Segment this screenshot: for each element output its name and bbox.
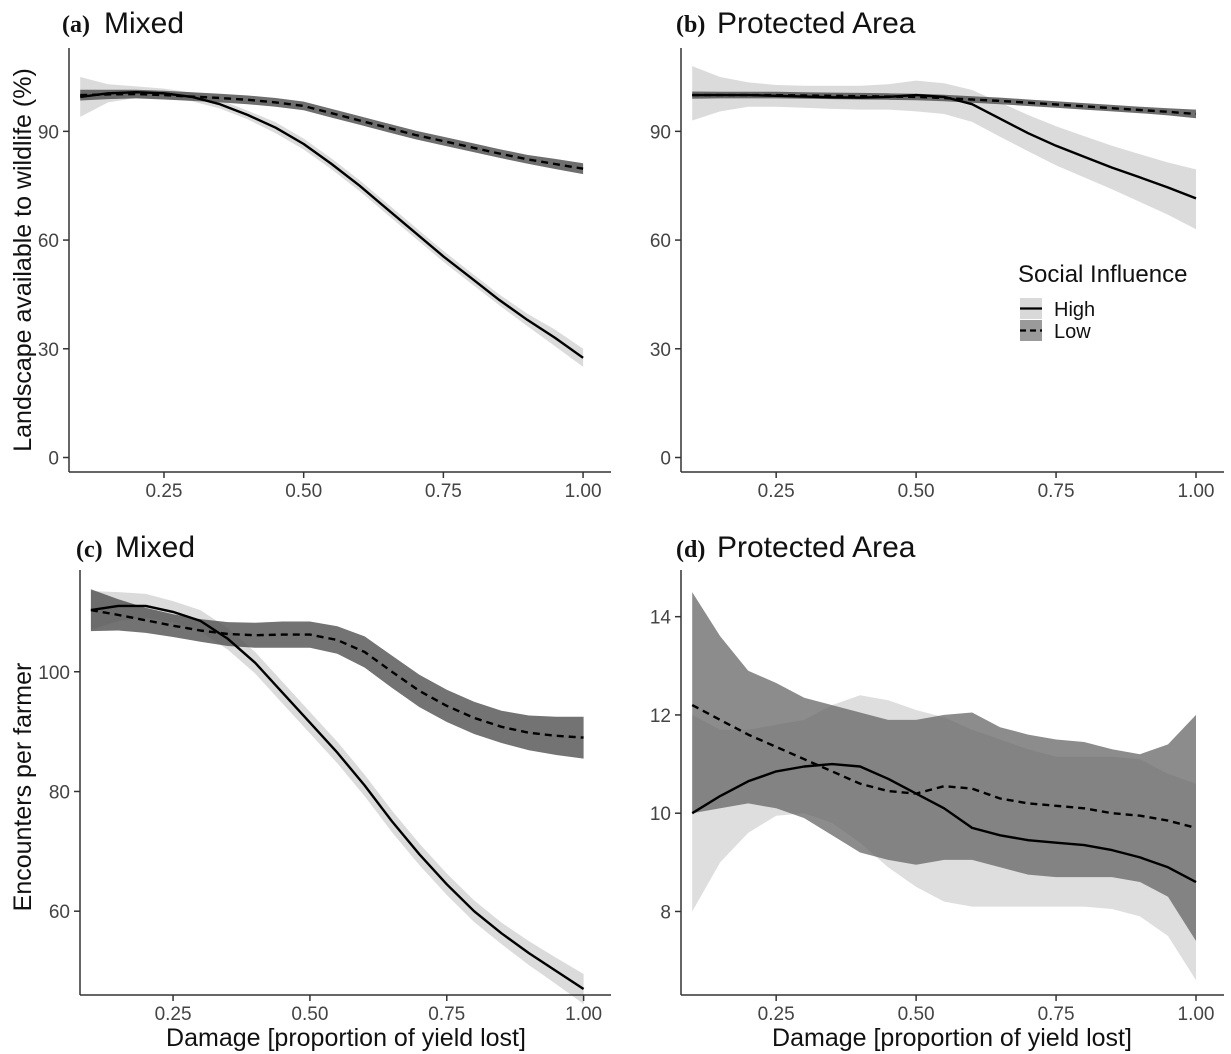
panel-b-x-tick-label: 1.00 <box>1178 481 1215 502</box>
panel-a-lines <box>80 90 584 359</box>
panel-b-title: Protected Area <box>717 7 916 40</box>
panel-a-low-ci-band <box>80 89 584 175</box>
panel-a: 0.25 0.50 0.75 1.00 0 30 60 90 (a) Mixed Landsc… <box>9 7 611 502</box>
panel-b-x-tick-label: 0.75 <box>1038 481 1075 502</box>
panel-d-lines <box>691 704 1197 884</box>
panel-c-high-ci-band <box>90 591 584 1004</box>
panel-a-low-line <box>80 92 584 170</box>
panel-c-bands <box>90 589 584 1004</box>
panel-d-y-tick-label: 14 <box>650 608 672 629</box>
legend-label-high: High <box>1054 299 1095 321</box>
panel-a-y-tick-label: 60 <box>38 231 59 252</box>
panel-a-x-tick-label: 0.75 <box>425 481 462 502</box>
legend-label-low: Low <box>1054 321 1091 343</box>
panel-d-y-tick-label: 8 <box>660 902 671 923</box>
panel-b-lines <box>692 93 1197 200</box>
panel-d-x-tick-label: 0.75 <box>1038 1004 1075 1025</box>
panel-b: 0.25 0.50 0.75 1.00 0 30 60 90 (b) Protected Ar… <box>650 7 1224 502</box>
panel-a-y-axis-label: Landscape available to wildlife (%) <box>9 68 37 452</box>
legend-title: Social Influence <box>1018 261 1187 288</box>
panel-c-x-tick-label: 0.50 <box>291 1004 328 1025</box>
panel-b-ticks: 0.25 0.50 0.75 1.00 0 30 60 90 <box>650 122 1215 502</box>
panel-d-x-tick-label: 1.00 <box>1178 1004 1215 1025</box>
panel-d-high-line <box>691 762 1197 884</box>
panel-c-title: Mixed <box>115 531 195 564</box>
panel-c-ticks: 0.25 0.50 0.75 1.00 60 80 100 <box>38 663 602 1025</box>
panel-d-label: (d) <box>676 537 705 563</box>
panel-b-x-tick-label: 0.25 <box>758 481 795 502</box>
panel-d-x-tick-label: 0.50 <box>898 1004 935 1025</box>
panel-b-low-line <box>692 93 1197 116</box>
panel-a-y-tick-label: 90 <box>38 122 59 143</box>
panel-d-x-axis-label: Damage [proportion of yield lost] <box>772 1024 1132 1052</box>
panel-c-low-ci-band <box>90 589 584 759</box>
panel-b-high-ci-band <box>692 66 1196 230</box>
panel-a-y-tick-label: 0 <box>48 449 59 470</box>
panel-c-x-tick-label: 1.00 <box>565 1004 602 1025</box>
panel-a-ticks: 0.25 0.50 0.75 1.00 0 30 60 90 <box>38 122 602 502</box>
panel-d-x-tick-label: 0.25 <box>758 1004 795 1025</box>
panel-c-y-tick-label: 60 <box>49 902 70 923</box>
panel-c-y-tick-label: 100 <box>38 663 70 684</box>
panel-c-y-axis-label: Encounters per farmer <box>9 663 37 912</box>
panel-b-bands <box>692 66 1196 230</box>
panel-a-x-tick-label: 0.25 <box>145 481 182 502</box>
panel-d-title: Protected Area <box>717 531 916 564</box>
panel-a-x-tick-label: 0.50 <box>285 481 322 502</box>
panel-c-x-axis-label: Damage [proportion of yield lost] <box>166 1024 526 1052</box>
panel-b-label: (b) <box>676 12 705 38</box>
panel-d-y-tick-label: 12 <box>650 706 671 727</box>
panel-c-high-line <box>90 604 585 991</box>
panel-c-x-tick-label: 0.25 <box>155 1004 192 1025</box>
panel-a-label: (a) <box>62 12 90 38</box>
panel-c-y-tick-label: 80 <box>49 782 70 803</box>
panel-c-label: (c) <box>76 537 103 563</box>
panel-c: 0.25 0.50 0.75 1.00 60 80 100 (c) Mixed Encoun… <box>9 531 611 1052</box>
panel-b-low-ci-band <box>692 91 1196 119</box>
panel-d-ticks: 0.25 0.50 0.75 1.00 8 10 12 14 <box>650 608 1215 1025</box>
panel-c-x-tick-label: 0.75 <box>428 1004 465 1025</box>
panel-b-x-tick-label: 0.50 <box>898 481 935 502</box>
legend: Social Influence High Low <box>1018 261 1187 343</box>
panel-a-high-ci-band <box>80 77 584 367</box>
panel-b-y-tick-label: 0 <box>660 449 671 470</box>
panel-a-high-line <box>80 90 584 359</box>
panel-b-y-tick-label: 30 <box>650 340 671 361</box>
panel-c-lines <box>90 604 585 991</box>
panel-c-low-line <box>90 608 584 739</box>
panel-d-low-ci-band <box>692 592 1196 941</box>
panel-a-y-tick-label: 30 <box>38 340 59 361</box>
panel-b-y-tick-label: 60 <box>650 231 671 252</box>
panel-d-y-tick-label: 10 <box>650 804 671 825</box>
panel-a-x-tick-label: 1.00 <box>565 481 602 502</box>
panel-d: 0.25 0.50 0.75 1.00 8 10 12 14 (d) Protected Ar… <box>650 531 1224 1052</box>
panel-d-bands <box>692 592 1196 981</box>
panel-b-y-tick-label: 90 <box>650 122 671 143</box>
panel-a-bands <box>80 77 584 367</box>
panel-a-title: Mixed <box>104 7 184 40</box>
